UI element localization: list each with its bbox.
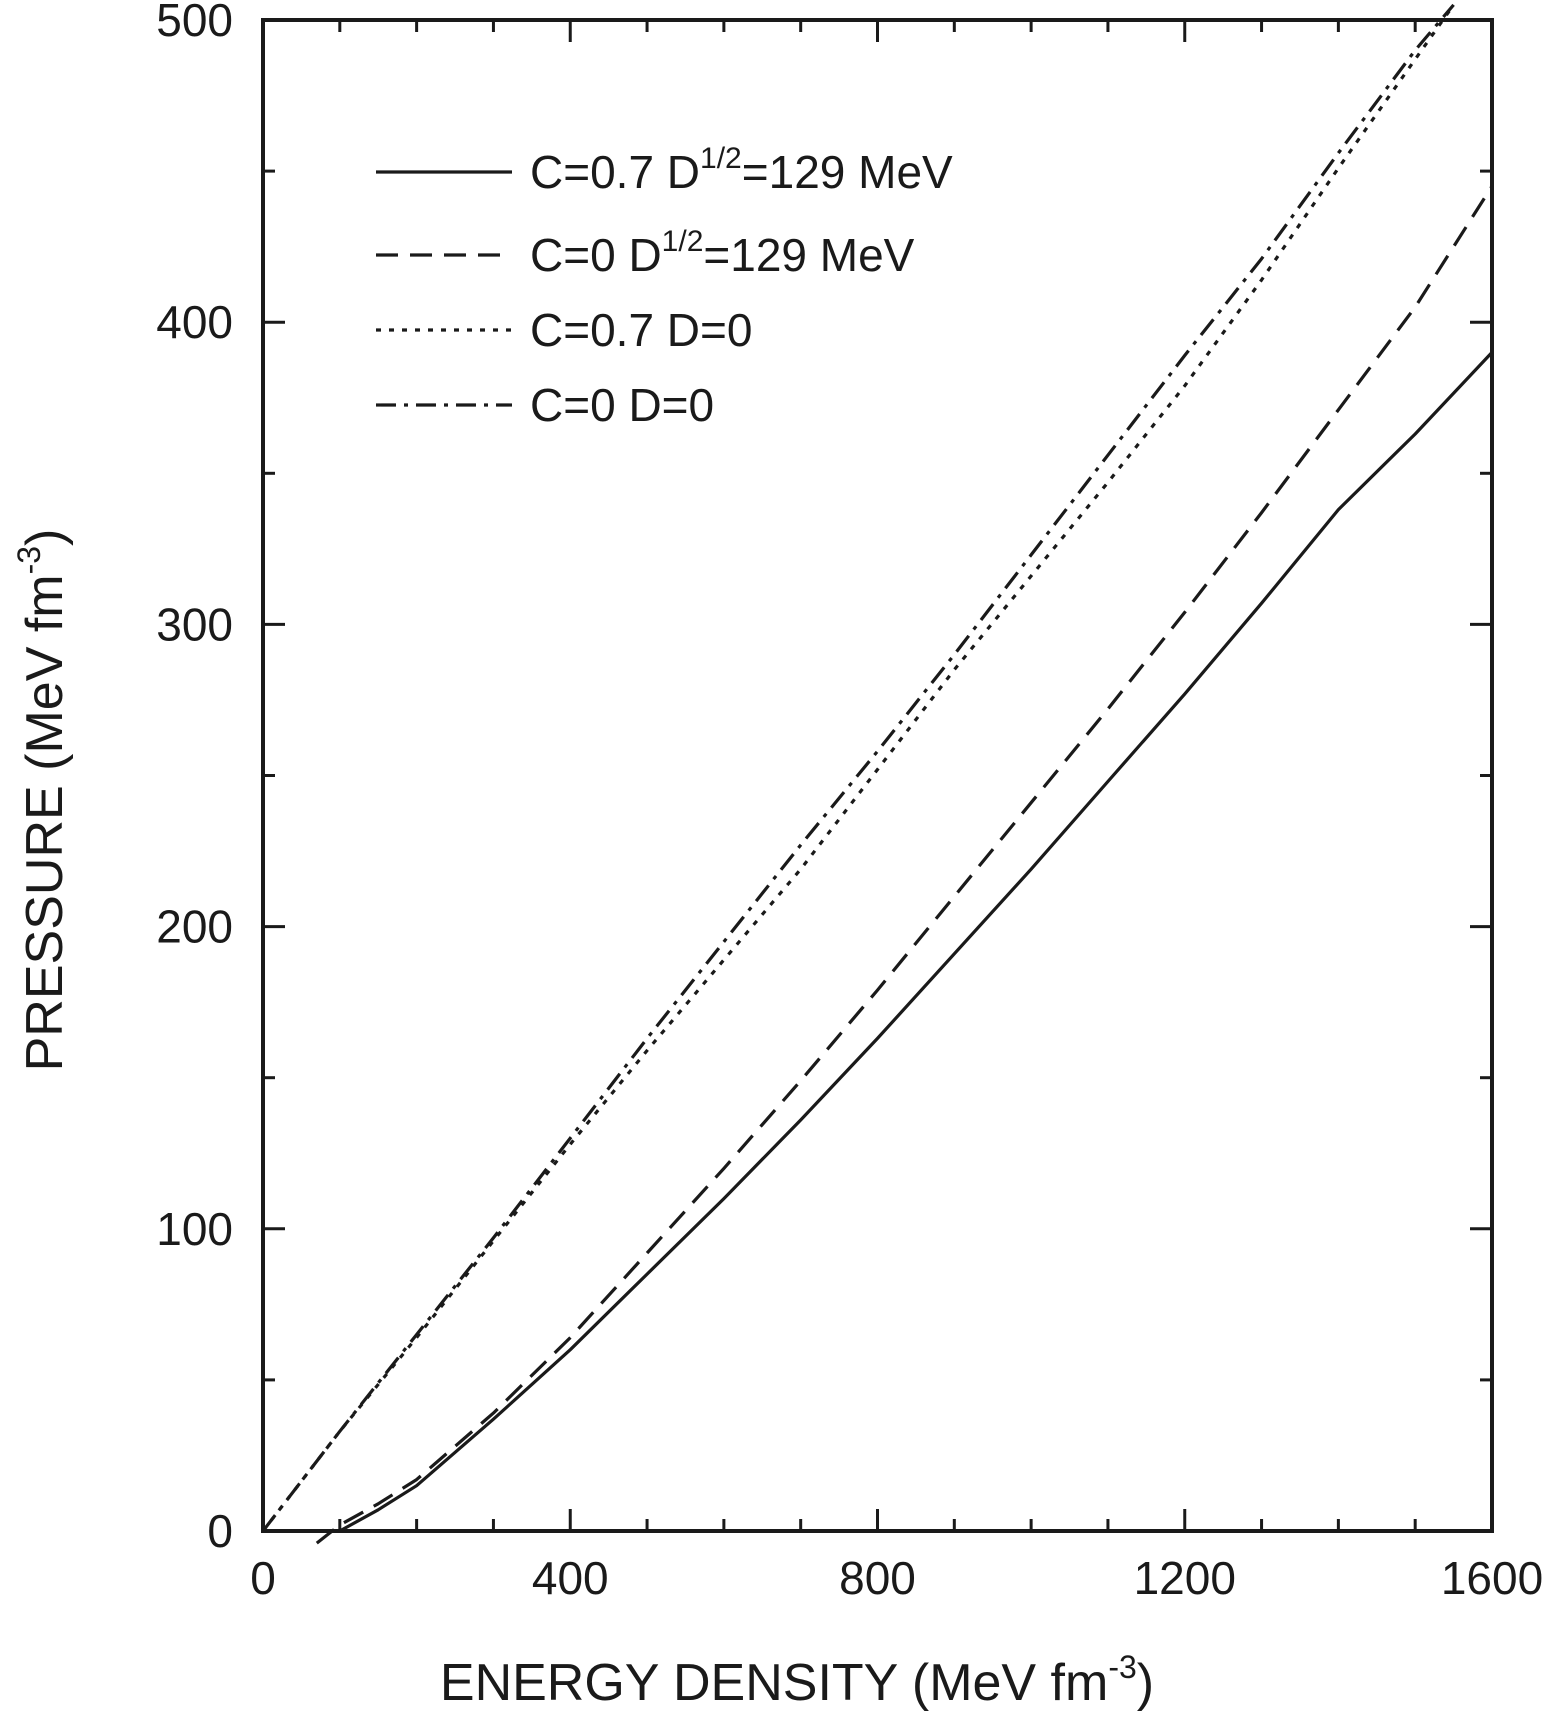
legend-label: C=0.7 D=0: [530, 304, 752, 356]
x-axis-title: ENERGY DENSITY (MeV fm-3): [440, 1649, 1154, 1712]
y-tick-label: 0: [207, 1505, 233, 1557]
plot-frame: [261, 18, 1494, 1533]
y-tick-label: 400: [156, 296, 233, 348]
series-line-dashed: [315, 185, 1494, 1545]
series-line-dashdot: [261, 3, 1455, 1532]
x-tick-label: 1200: [1134, 1552, 1236, 1604]
plot-area: [261, 3, 1494, 1545]
series-line-dotted: [261, 3, 1455, 1532]
y-tick-label: 100: [156, 1203, 233, 1255]
y-axis-title-sup: -3: [11, 546, 47, 574]
x-tick-label: 400: [532, 1552, 609, 1604]
series-line-solid: [339, 351, 1494, 1533]
y-tick-label: 500: [156, 0, 233, 46]
x-tick-label: 0: [250, 1552, 276, 1604]
y-tick-label: 200: [156, 901, 233, 953]
x-axis-title-sup: -3: [1108, 1649, 1136, 1685]
y-tick-label: 300: [156, 598, 233, 650]
x-tick-label: 1600: [1441, 1552, 1543, 1604]
legend-label: C=0.7 D1/2=129 MeV: [530, 142, 953, 198]
legend-label: C=0 D1/2=129 MeV: [530, 225, 915, 281]
legend-label: C=0 D=0: [530, 379, 714, 431]
x-tick-label: 800: [839, 1552, 916, 1604]
legend: C=0.7 D1/2=129 MeV C=0 D1/2=129 MeV C=0.7 …: [376, 142, 953, 431]
y-axis-title: PRESSURE (MeV fm-3): [11, 529, 74, 1072]
